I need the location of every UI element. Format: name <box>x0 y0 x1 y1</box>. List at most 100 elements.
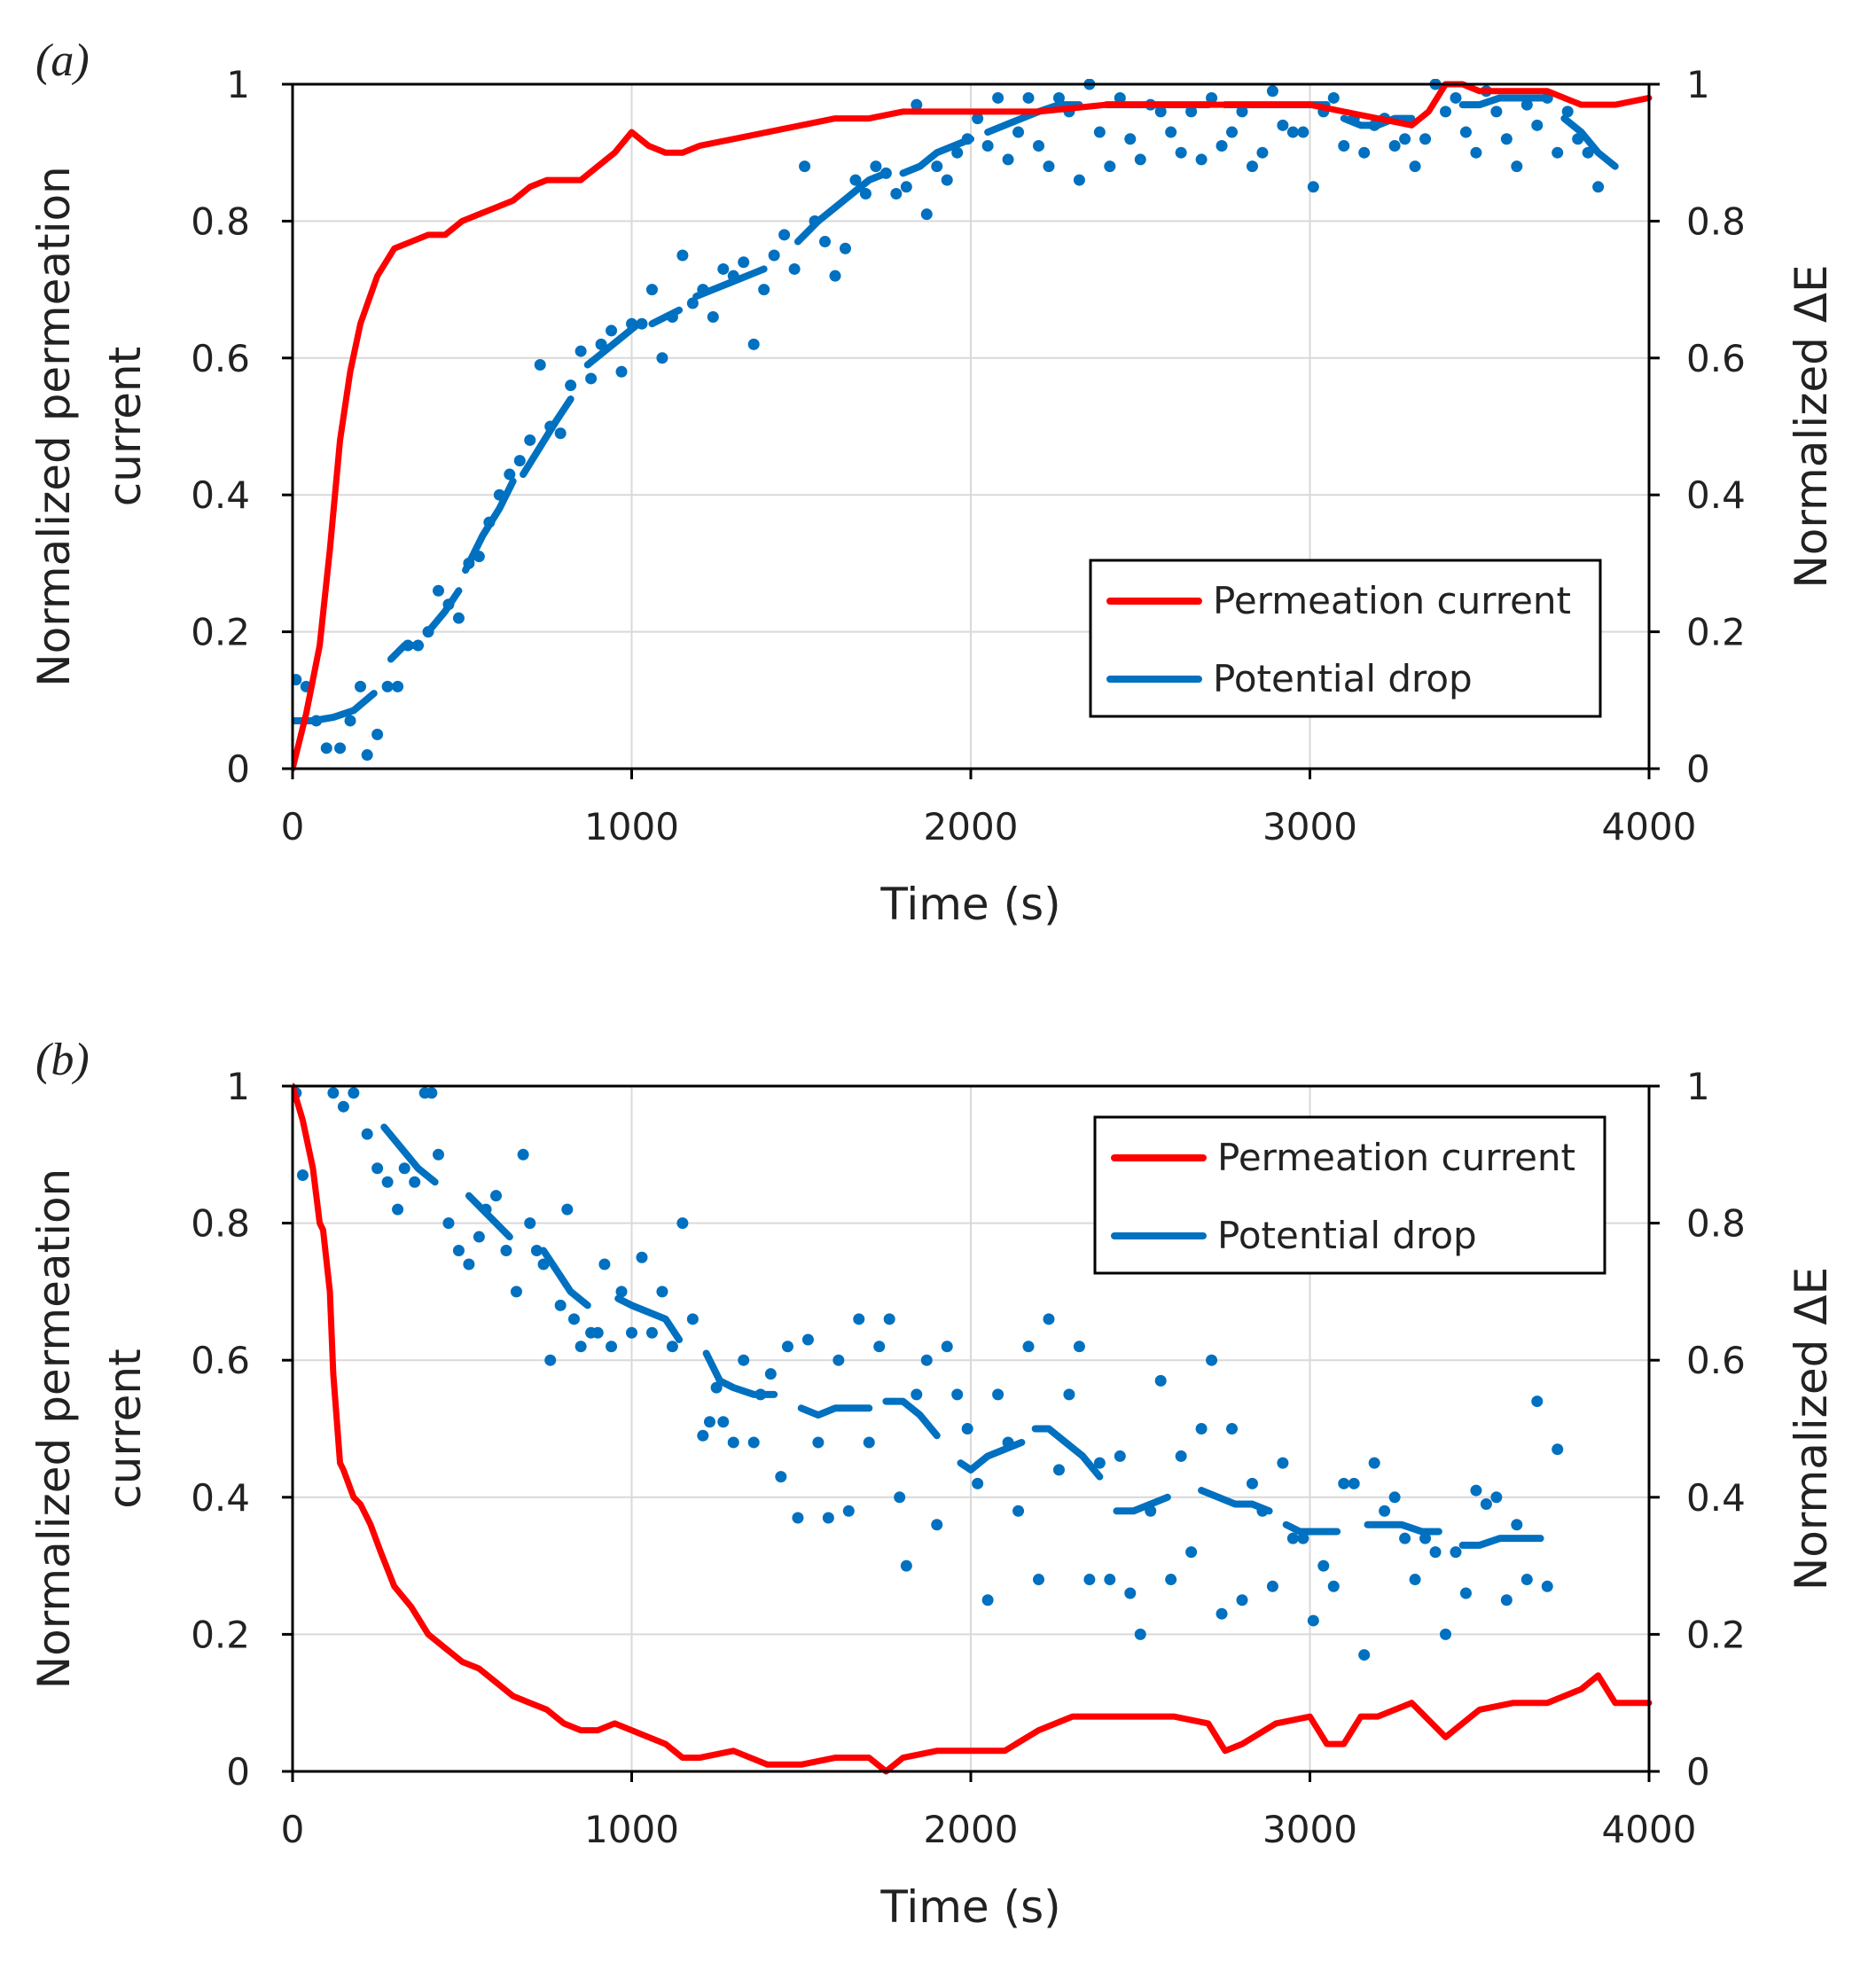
potential-drop-point <box>1399 133 1411 145</box>
potential-drop-point <box>1206 1354 1218 1366</box>
potential-drop-line-segment <box>1364 1520 1442 1536</box>
potential-drop-point <box>1134 1628 1146 1640</box>
potential-drop-line-segment <box>1340 114 1416 129</box>
potential-drop-point <box>1459 1587 1472 1599</box>
potential-drop-point <box>894 1491 906 1504</box>
potential-drop-point <box>1450 1546 1462 1559</box>
potential-drop-point <box>1419 133 1432 145</box>
potential-drop-point <box>645 1326 658 1339</box>
potential-drop-point <box>792 1512 804 1524</box>
potential-drop-point <box>981 139 994 152</box>
potential-drop-point <box>1093 1457 1106 1469</box>
potential-drop-point <box>452 612 465 624</box>
y-tick-label: 0.2 <box>191 611 250 654</box>
potential-drop-point <box>561 1203 574 1216</box>
potential-drop-point <box>775 1471 787 1483</box>
legend: Permeation current Potential drop <box>1089 559 1602 718</box>
potential-drop-point <box>334 742 347 754</box>
potential-drop-point <box>920 208 933 221</box>
potential-drop-point <box>812 1436 825 1449</box>
y-tick-label: 1 <box>226 63 250 106</box>
potential-drop-point <box>656 1286 668 1298</box>
x-tick-label: 2000 <box>924 805 1019 848</box>
potential-drop-point <box>534 359 546 371</box>
potential-drop-point <box>513 455 526 467</box>
potential-drop-point <box>1338 139 1350 152</box>
y2-tick-label: 0.6 <box>1686 337 1746 380</box>
potential-drop-point <box>801 1333 814 1346</box>
potential-drop-point <box>1368 1457 1380 1469</box>
y2-tick-label: 0.8 <box>1686 1202 1746 1246</box>
potential-drop-point <box>686 1313 699 1325</box>
potential-drop-line-segment <box>692 265 768 301</box>
potential-drop-point <box>626 1326 637 1339</box>
potential-drop-point <box>764 1368 777 1380</box>
y2-axis-label: Normalized ΔE <box>1786 1267 1837 1591</box>
potential-drop-point <box>1033 139 1044 152</box>
potential-drop-point <box>398 1162 410 1175</box>
potential-drop-line-segment <box>957 1438 1026 1474</box>
potential-drop-point <box>1409 160 1421 173</box>
x-tick-label: 1000 <box>584 805 679 848</box>
potential-drop-line-segment <box>1458 94 1552 109</box>
potential-drop-point <box>1317 1560 1330 1572</box>
potential-drop-point <box>537 1258 550 1270</box>
potential-drop-point <box>1063 1388 1075 1401</box>
potential-drop-point <box>1185 1546 1198 1559</box>
potential-drop-point <box>900 181 912 193</box>
y2-tick-label: 0.2 <box>1686 611 1746 654</box>
x-tick-label: 0 <box>281 805 305 848</box>
x-tick-label: 4000 <box>1602 1808 1697 1851</box>
y2-tick-label: 0.8 <box>1686 199 1746 243</box>
potential-drop-point <box>1266 85 1278 98</box>
potential-drop-point <box>432 584 444 597</box>
potential-drop-point <box>1459 126 1472 138</box>
potential-drop-point <box>707 310 719 323</box>
potential-drop-point <box>1307 181 1319 193</box>
potential-drop-point <box>863 1436 875 1449</box>
potential-drop-point <box>1195 153 1208 166</box>
y2-tick-label: 0.4 <box>1686 473 1746 517</box>
y2-tick-label: 0.6 <box>1686 1339 1746 1382</box>
potential-drop-line-segment <box>614 1294 684 1344</box>
legend-label: Permeation current <box>1213 579 1571 622</box>
potential-drop-point <box>567 1313 580 1325</box>
potential-drop-point <box>504 468 516 481</box>
potential-drop-point <box>1603 0 1614 6</box>
potential-drop-point <box>1379 1505 1391 1517</box>
y-tick-label: 0.2 <box>191 1613 250 1656</box>
potential-drop-point <box>1012 126 1025 138</box>
potential-drop-point <box>883 1313 895 1325</box>
potential-drop-point <box>839 242 851 254</box>
potential-drop-line-segment <box>899 135 974 177</box>
potential-drop-line-segment <box>540 1247 591 1309</box>
potential-drop-point <box>615 1286 628 1298</box>
potential-drop-point <box>591 1326 604 1339</box>
series-permeation-current <box>293 81 1653 772</box>
potential-drop-point <box>1286 1532 1299 1544</box>
potential-drop-point <box>656 352 668 364</box>
potential-drop-point <box>666 1341 678 1353</box>
y2-tick-label: 0 <box>1686 747 1710 791</box>
potential-drop-point <box>585 372 598 385</box>
potential-drop-point <box>920 1354 933 1366</box>
potential-drop-point <box>1307 1614 1319 1627</box>
potential-drop-point <box>371 1162 384 1175</box>
potential-drop-point <box>1490 1491 1503 1504</box>
potential-drop-point <box>799 160 811 173</box>
potential-drop-point <box>392 1203 404 1216</box>
potential-drop-point <box>1388 1491 1401 1504</box>
series-potential-drop <box>293 1087 1564 1661</box>
potential-drop-point <box>1297 1532 1309 1544</box>
potential-drop-point <box>1033 1574 1044 1586</box>
potential-drop-point <box>1256 146 1269 159</box>
potential-drop-point <box>1450 91 1462 104</box>
potential-drop-point <box>1206 91 1218 104</box>
potential-drop-point <box>442 1217 455 1230</box>
y2-tick-label: 1 <box>1686 63 1710 106</box>
potential-drop-line-segment <box>1031 1425 1104 1481</box>
panel-label: (b) <box>35 1035 90 1085</box>
potential-drop-point <box>788 262 801 275</box>
x-axis-ticks: 0 1000 2000 3000 4000 <box>281 1771 1697 1851</box>
potential-drop-point <box>1520 98 1533 111</box>
